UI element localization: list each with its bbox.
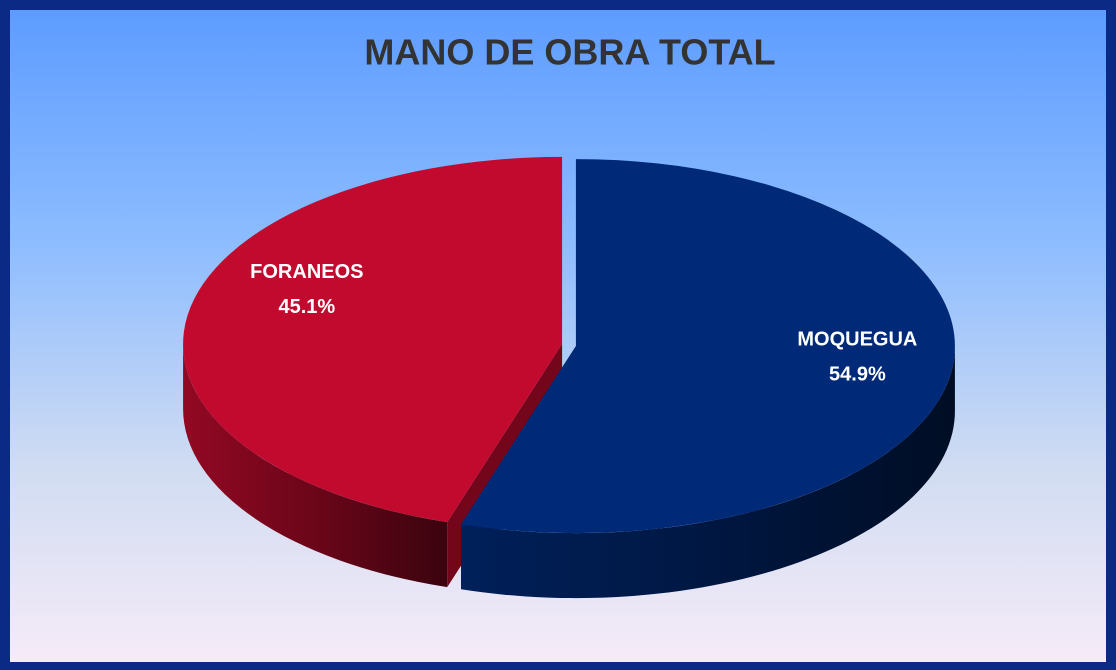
slice-label: FORANEOS [250,261,363,283]
chart-title: MANO DE OBRA TOTAL [364,32,775,73]
slice [461,159,955,534]
slice-side [183,343,448,588]
slice-group [461,159,955,599]
slice [183,156,563,523]
slice-value-label: 45.1% [278,296,335,318]
slice-value-label: 54.9% [829,363,886,385]
slice-side [461,346,955,599]
slice-label: MOQUEGUA [797,328,917,350]
